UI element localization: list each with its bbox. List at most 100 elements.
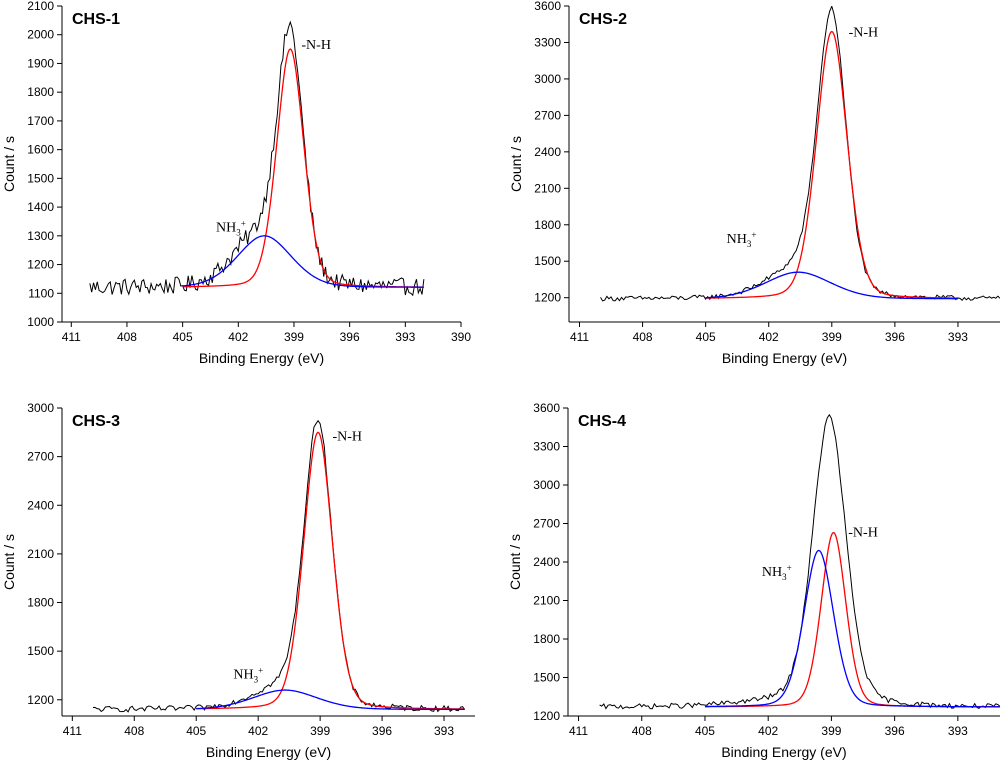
x-tick-label: 405: [696, 330, 716, 344]
y-tick-label: 1200: [27, 693, 54, 707]
x-tick-label: 396: [340, 330, 360, 344]
y-tick-label: 1700: [27, 114, 54, 128]
nh-label: -N-H: [333, 429, 363, 444]
y-tick-label: 1500: [533, 671, 560, 685]
y-tick-label: 3000: [533, 478, 560, 492]
x-tick-label: 408: [633, 330, 653, 344]
x-tick-label: 393: [434, 724, 454, 738]
chart-panel-4: 1200 1500 1800 2100 2400 2700 3000 3300 3600 411 4…: [507, 401, 1000, 760]
x-tick-label: 405: [186, 724, 206, 738]
x-tick-label: 402: [228, 330, 248, 344]
nh3-plus-label: NH3+: [762, 563, 792, 582]
panel-title: CHS-1: [72, 11, 120, 28]
nh-label: -N-H: [849, 25, 879, 40]
y-tick-label: 3000: [27, 401, 54, 415]
series-nh3-: [704, 549, 1000, 708]
series--n-h: [196, 431, 465, 710]
x-tick-label: 393: [948, 330, 968, 344]
series-experimental: [92, 419, 466, 713]
y-tick-label: 3300: [533, 440, 560, 454]
y-tick-label: 2100: [533, 594, 560, 608]
x-tick-label: 405: [173, 330, 193, 344]
series-nh3-: [705, 271, 958, 300]
x-tick-label: 396: [372, 724, 392, 738]
y-tick-label: 3600: [534, 0, 561, 13]
y-tick-label: 1000: [27, 315, 54, 329]
y-tick-label: 1900: [27, 56, 54, 70]
x-tick-label: 408: [124, 724, 144, 738]
series--n-h: [705, 30, 958, 299]
x-tick-label: 396: [885, 724, 905, 738]
x-tick-label: 408: [632, 724, 652, 738]
y-tick-label: 1600: [27, 143, 54, 157]
y-tick-label: 2700: [534, 108, 561, 122]
y-tick-label: 1200: [533, 709, 560, 723]
nh-label: -N-H: [301, 38, 331, 53]
x-tick-label: 411: [63, 724, 82, 738]
y-tick-label: 2400: [533, 555, 560, 569]
y-tick-label: 1200: [534, 291, 561, 305]
nh3-plus-label: NH3+: [216, 219, 246, 238]
y-axis-title: Count / s: [1, 136, 17, 192]
y-tick-label: 2000: [27, 28, 54, 42]
x-tick-label: 408: [117, 330, 137, 344]
chart-panel-3: 1200 1500 1800 2100 2400 2700 3000 411 408 405 402…: [1, 401, 475, 760]
series-nh3-: [196, 689, 465, 711]
x-tick-label: 402: [759, 330, 779, 344]
series-experimental: [599, 413, 1000, 710]
y-tick-label: 2400: [27, 498, 54, 512]
x-tick-label: 402: [758, 724, 778, 738]
x-tick-label: 411: [570, 330, 589, 344]
y-tick-label: 2400: [534, 145, 561, 159]
x-tick-label: 411: [62, 330, 81, 344]
x-tick-label: 402: [248, 724, 268, 738]
nh3-plus-label: NH3+: [727, 230, 757, 249]
y-tick-label: 3000: [534, 72, 561, 86]
panel-title: CHS-3: [72, 413, 120, 430]
chart-panel-2: 1200 1500 1800 2100 2400 2700 3000 3300 3600 411 4…: [508, 0, 1000, 366]
y-tick-label: 1500: [27, 644, 54, 658]
panel-title: CHS-2: [579, 11, 627, 28]
y-axis-title: Count / s: [508, 136, 524, 192]
y-tick-label: 1400: [27, 200, 54, 214]
y-tick-label: 1500: [534, 254, 561, 268]
y-tick-label: 3300: [534, 35, 561, 49]
x-tick-label: 393: [948, 724, 968, 738]
y-tick-label: 2700: [533, 517, 560, 531]
x-tick-label: 396: [885, 330, 905, 344]
x-tick-label: 393: [395, 330, 415, 344]
series-nh3-: [182, 235, 424, 288]
y-tick-label: 1800: [27, 85, 54, 99]
x-axis-title: Binding Energy (eV): [199, 350, 324, 366]
x-axis-title: Binding Energy (eV): [722, 350, 847, 366]
x-tick-label: 399: [821, 724, 841, 738]
y-tick-label: 1300: [27, 229, 54, 243]
x-tick-label: 399: [822, 330, 842, 344]
y-tick-label: 3600: [533, 401, 560, 415]
x-axis-title: Binding Energy (eV): [721, 744, 846, 760]
x-tick-label: 399: [284, 330, 304, 344]
nh3-plus-label: NH3+: [233, 666, 263, 685]
x-axis-title: Binding Energy (eV): [206, 744, 331, 760]
panel-title: CHS-4: [578, 413, 626, 430]
x-tick-label: 390: [451, 330, 471, 344]
y-tick-label: 1200: [27, 258, 54, 272]
y-tick-label: 2700: [27, 450, 54, 464]
y-tick-label: 1800: [533, 632, 560, 646]
series--n-h: [704, 531, 1000, 708]
x-tick-label: 411: [569, 724, 588, 738]
y-axis-title: Count / s: [1, 534, 17, 590]
y-tick-label: 1800: [27, 596, 54, 610]
y-tick-label: 2100: [27, 0, 54, 13]
chart-panel-1: 1000 1100 1200 1300 1400 1500 1600 1700 1800 1900…: [1, 0, 471, 366]
x-tick-label: 405: [695, 724, 715, 738]
nh-label: -N-H: [848, 525, 878, 540]
y-tick-label: 1500: [27, 171, 54, 185]
y-tick-label: 2100: [534, 181, 561, 195]
series-experimental: [89, 20, 425, 297]
y-tick-label: 1100: [28, 286, 54, 300]
y-axis-title: Count / s: [507, 534, 523, 590]
y-tick-label: 2100: [27, 547, 54, 561]
y-tick-label: 1800: [534, 218, 561, 232]
